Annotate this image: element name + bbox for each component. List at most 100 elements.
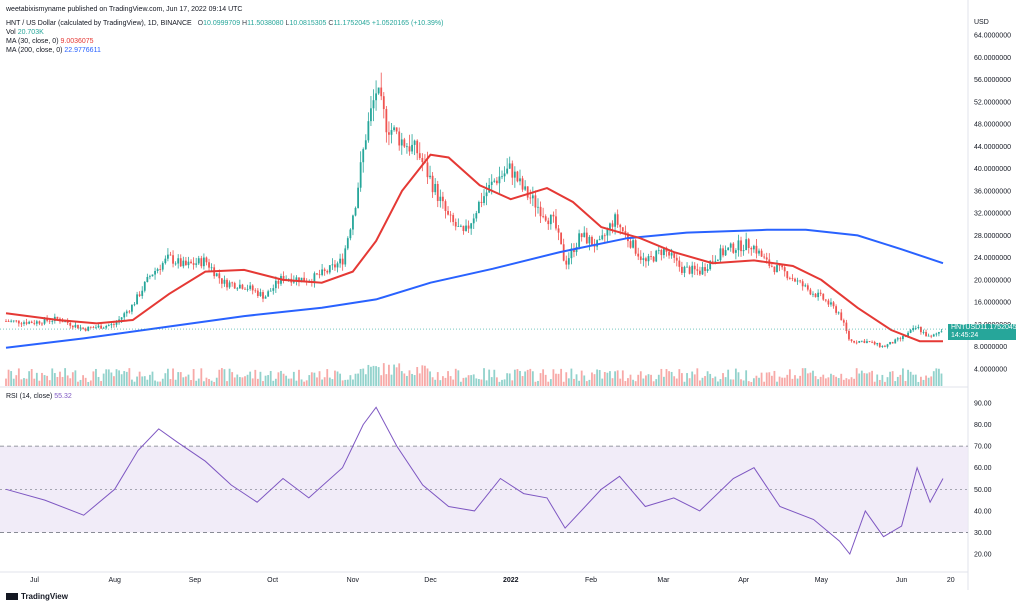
- volume-bar: [120, 374, 123, 386]
- candle-body: [238, 284, 241, 289]
- candle-body: [115, 322, 118, 325]
- candle-body: [89, 326, 92, 328]
- volume-bar: [925, 375, 927, 386]
- volume-bar: [197, 378, 200, 386]
- time-tick-label: Apr: [738, 577, 750, 584]
- volume-bar: [570, 368, 573, 386]
- candle-body: [737, 240, 740, 251]
- candle-body: [678, 260, 681, 267]
- volume-bar: [79, 379, 82, 386]
- symbol-legend[interactable]: HNT / US Dollar (calculated by TradingVi…: [6, 19, 443, 28]
- volume-bar: [25, 378, 28, 386]
- volume-bar: [722, 373, 724, 386]
- volume-bar: [187, 374, 190, 386]
- volume-bar: [940, 373, 943, 386]
- candle-body: [105, 326, 108, 328]
- volume-bar: [560, 368, 563, 386]
- volume-bar: [53, 373, 56, 386]
- ma30-legend[interactable]: MA (30, close, 0) 9.0036075: [6, 37, 94, 46]
- candle-body: [493, 180, 496, 182]
- volume-bar: [868, 372, 871, 386]
- volume-bar: [557, 373, 560, 386]
- candle-body: [233, 283, 236, 289]
- candle-body: [323, 269, 326, 271]
- volume-bar: [886, 377, 889, 386]
- volume-bar: [192, 369, 195, 386]
- candle-body: [74, 324, 77, 328]
- candle-body: [704, 267, 706, 271]
- volume-bar: [850, 377, 853, 386]
- volume-bar: [719, 379, 722, 386]
- volume-bar: [614, 371, 616, 386]
- volume-bar: [531, 371, 534, 386]
- candle-body: [251, 285, 254, 291]
- volume-bar: [858, 373, 861, 386]
- volume-bar: [737, 372, 740, 386]
- candle-body: [190, 261, 192, 264]
- candle-body: [521, 178, 524, 190]
- candle-body: [601, 235, 604, 240]
- candle-body: [202, 257, 205, 267]
- volume-bar: [627, 378, 629, 386]
- candle-body: [573, 248, 575, 253]
- candle-body: [917, 326, 920, 329]
- volume-bar: [110, 372, 113, 386]
- candle-body: [699, 270, 701, 275]
- ma200-legend[interactable]: MA (200, close, 0) 22.9776611: [6, 46, 101, 55]
- volume-bar: [714, 376, 717, 386]
- candle-body: [506, 168, 509, 174]
- volume-bar: [454, 368, 457, 386]
- volume-bar: [220, 368, 223, 386]
- candle-body: [403, 139, 406, 147]
- volume-bar: [860, 370, 863, 386]
- volume-bar: [233, 377, 236, 386]
- rsi-legend[interactable]: RSI (14, close) 55.32: [6, 392, 72, 401]
- ma200-line: [5, 228, 944, 349]
- candle-body: [110, 324, 113, 326]
- volume-bar: [814, 376, 817, 386]
- volume-bar: [20, 379, 23, 386]
- volume-bar: [190, 380, 192, 386]
- candle-body: [10, 320, 13, 322]
- volume-bar: [89, 380, 92, 386]
- volume-bar: [891, 371, 894, 386]
- candle-body: [23, 322, 25, 324]
- tradingview-logo[interactable]: TradingView: [6, 592, 68, 601]
- ohlc-open: 10.0999709: [203, 20, 241, 27]
- candle-body: [752, 245, 755, 250]
- volume-bar: [269, 370, 272, 386]
- candle-body: [565, 260, 568, 265]
- volume-bar: [174, 379, 177, 386]
- volume-bar: [760, 372, 763, 386]
- volume-bar: [169, 379, 172, 386]
- volume-bar: [562, 381, 565, 386]
- candle-body: [513, 171, 516, 178]
- volume-bar: [200, 368, 203, 386]
- candle-body: [431, 175, 434, 193]
- candle-body: [298, 277, 300, 283]
- volume-bar: [346, 379, 349, 386]
- last-price-badge: HNTUSD 11.1752045 14:45:24: [948, 324, 1017, 340]
- volume-bar: [61, 376, 64, 386]
- volume-bar: [323, 377, 326, 386]
- candle-body: [69, 322, 72, 326]
- volume-bar: [202, 381, 205, 386]
- candle-body: [519, 178, 521, 182]
- candle-body: [97, 325, 100, 328]
- price-axis: 64.0000000 60.0000000 56.0000000 52.0000000…: [974, 33, 1011, 374]
- volume-bar: [781, 377, 784, 386]
- candle-body: [681, 266, 683, 273]
- candle-body: [724, 250, 727, 256]
- volume-bar: [734, 368, 737, 386]
- candle-body: [434, 183, 437, 193]
- volume-bar: [205, 377, 208, 386]
- volume-bar: [149, 374, 151, 386]
- volume-bar: [716, 381, 719, 386]
- volume-bar: [385, 374, 388, 386]
- volume-legend[interactable]: Vol 20.703K: [6, 28, 44, 37]
- candle-body: [429, 175, 431, 178]
- candle-body: [611, 223, 614, 227]
- volume-bar: [855, 368, 858, 386]
- volume-bar: [935, 368, 938, 386]
